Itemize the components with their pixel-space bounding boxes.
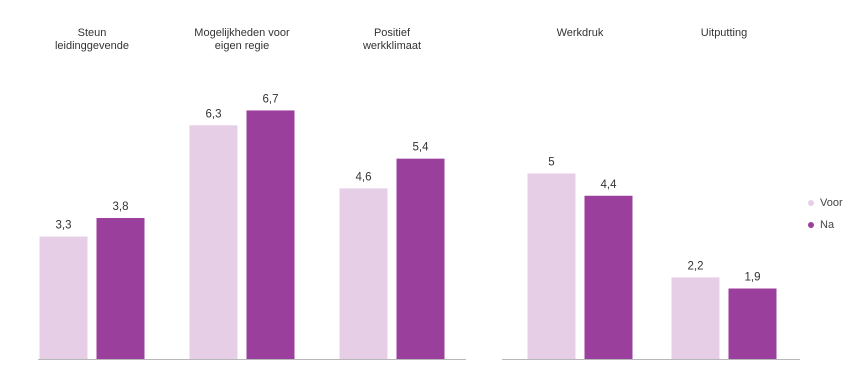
- bar-na: [728, 288, 777, 359]
- category-label: Steun leidinggevende: [55, 27, 129, 52]
- bar-voor: [189, 125, 238, 360]
- bar-na: [246, 110, 295, 360]
- bar-na: [96, 218, 145, 359]
- data-label-na: 1,9: [745, 272, 761, 284]
- data-label-voor: 5: [548, 157, 554, 169]
- data-label-na: 5,4: [413, 142, 430, 154]
- bar-voor: [671, 277, 720, 359]
- legend-swatch-na: [808, 222, 814, 228]
- legend-item-na: Na: [808, 214, 843, 236]
- data-label-na: 6,7: [263, 93, 279, 105]
- bar-na: [396, 158, 445, 359]
- data-label-na: 4,4: [601, 179, 618, 191]
- category-label: Werkdruk: [557, 27, 604, 39]
- category-label: Mogelijkheden voor eigen regie: [194, 27, 290, 52]
- bar-voor: [339, 188, 388, 359]
- data-label-voor: 3,3: [56, 220, 72, 232]
- legend: Voor Na: [808, 192, 843, 236]
- bar-voor: [527, 173, 576, 359]
- data-label-voor: 2,2: [688, 260, 704, 272]
- data-label-na: 3,8: [113, 201, 129, 213]
- legend-swatch-voor: [808, 200, 814, 206]
- legend-label-voor: Voor: [820, 197, 843, 209]
- data-label-voor: 6,3: [206, 108, 222, 120]
- legend-label-na: Na: [820, 219, 835, 231]
- legend-item-voor: Voor: [808, 192, 843, 214]
- category-label: Positief werkklimaat: [362, 27, 421, 52]
- category-label: Uitputting: [701, 27, 747, 39]
- bar-voor: [39, 236, 88, 359]
- data-label-voor: 4,6: [356, 171, 372, 183]
- bar-na: [584, 195, 633, 359]
